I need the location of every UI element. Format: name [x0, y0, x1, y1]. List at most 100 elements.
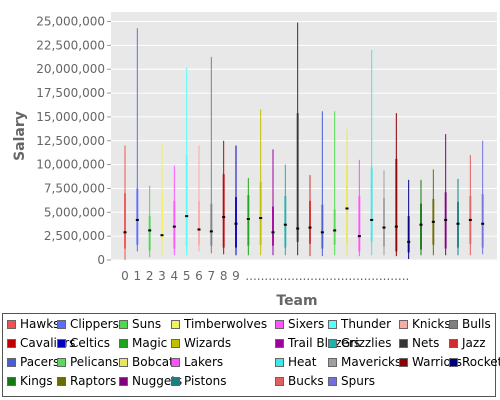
- legend-swatch: [275, 338, 284, 348]
- legend-label: Heat: [288, 355, 317, 369]
- box: [173, 200, 176, 249]
- median-mark: [172, 225, 176, 228]
- y-tick-label: 20,000,000: [36, 62, 105, 76]
- median-mark: [444, 218, 448, 221]
- legend-item: Suns: [119, 317, 161, 331]
- box-suns: [148, 185, 152, 258]
- median-mark: [185, 215, 189, 218]
- median-mark: [382, 226, 386, 229]
- box-rockets: [407, 179, 411, 260]
- box-spurs: [481, 140, 485, 255]
- box-jazz: [308, 175, 312, 257]
- legend-swatch: [449, 319, 458, 329]
- median-mark: [135, 218, 139, 221]
- legend-item: Raptors: [57, 374, 116, 388]
- box-sixers: [172, 165, 176, 256]
- box: [358, 196, 361, 252]
- y-tick-label: 2,500,000: [44, 229, 105, 243]
- median-mark: [308, 226, 312, 229]
- box: [333, 209, 336, 245]
- box-lakers: [357, 159, 361, 257]
- legend-label: Nuggets: [132, 374, 183, 388]
- median-mark: [370, 218, 374, 221]
- box-hawks: [123, 145, 127, 260]
- median-mark: [259, 217, 263, 220]
- y-tick-label: 15,000,000: [36, 110, 105, 124]
- box: [296, 113, 299, 242]
- median-mark: [209, 230, 213, 233]
- legend-swatch: [7, 319, 16, 329]
- legend-item: Clippers: [57, 317, 119, 331]
- box-pistons: [456, 178, 460, 256]
- median-mark: [407, 240, 411, 243]
- legend-label: Pelicans: [70, 355, 119, 369]
- legend-label: Kings: [20, 374, 53, 388]
- y-tick-label: 10,000,000: [36, 158, 105, 172]
- box: [395, 158, 398, 252]
- legend-swatch: [449, 338, 458, 348]
- box-grizzlies: [283, 164, 287, 256]
- box-nets: [296, 22, 300, 256]
- plot-background: [111, 12, 497, 260]
- box: [247, 195, 250, 246]
- box: [420, 203, 422, 250]
- box-clippers: [135, 28, 139, 252]
- box-raptors: [431, 169, 435, 256]
- legend-item: Pacers: [7, 355, 59, 369]
- box: [481, 194, 484, 248]
- x-tick-label: 6: [195, 269, 203, 283]
- legend-label: Clippers: [70, 317, 119, 331]
- box: [161, 193, 163, 240]
- box-warriors: [394, 113, 398, 257]
- box-series: [123, 22, 485, 260]
- legend-item: Bobcats: [119, 355, 180, 369]
- legend-item: Celtics: [57, 336, 110, 350]
- legend: Hawks Clippers Suns Timberwolves Sixers Thund…: [2, 313, 500, 397]
- box-trail-blazers: [271, 149, 275, 256]
- legend-label: Timberwolves: [184, 317, 268, 331]
- legend-item: Bulls: [449, 317, 491, 331]
- box: [272, 206, 274, 246]
- box-kings: [419, 179, 423, 256]
- legend-label: Celtics: [70, 336, 110, 350]
- legend-item: Magic: [119, 336, 167, 350]
- x-tick-label: 9: [232, 269, 240, 283]
- legend-item: Hawks: [7, 317, 59, 331]
- median-mark: [394, 225, 398, 228]
- box-bulls: [209, 56, 213, 254]
- legend-label: Pistons: [184, 374, 227, 388]
- box: [321, 204, 324, 249]
- legend-item: Jazz: [449, 336, 486, 350]
- legend-label: Spurs: [341, 374, 376, 388]
- median-mark: [283, 223, 287, 226]
- median-mark: [419, 223, 423, 226]
- legend-swatch: [7, 338, 16, 348]
- legend-label: Nets: [412, 336, 440, 350]
- box: [210, 203, 213, 246]
- x-tick-ellipsis: ........................................…: [245, 269, 409, 283]
- median-mark: [431, 220, 435, 223]
- x-tick-label: 2: [146, 269, 154, 283]
- x-tick-label: 4: [171, 269, 179, 283]
- median-mark: [481, 222, 485, 225]
- legend-swatch: [171, 357, 180, 367]
- legend-swatch: [275, 319, 284, 329]
- legend-item: Nuggets: [119, 374, 182, 388]
- box: [383, 198, 385, 247]
- legend-label: Lakers: [184, 355, 224, 369]
- legend-item: Bucks: [275, 374, 324, 388]
- legend-swatch: [171, 376, 180, 386]
- box: [235, 197, 237, 248]
- box-cavaliers: [222, 140, 226, 255]
- legend-swatch: [57, 338, 66, 348]
- median-mark: [271, 231, 275, 234]
- box-wizards: [259, 109, 263, 256]
- legend-label: Suns: [132, 317, 162, 331]
- y-tick-label: 12,500,000: [36, 134, 105, 148]
- legend-swatch: [449, 357, 458, 367]
- legend-item: Pistons: [171, 374, 226, 388]
- legend-swatch: [275, 357, 284, 367]
- legend-swatch: [119, 357, 128, 367]
- legend-label: Raptors: [70, 374, 117, 388]
- median-mark: [123, 231, 127, 234]
